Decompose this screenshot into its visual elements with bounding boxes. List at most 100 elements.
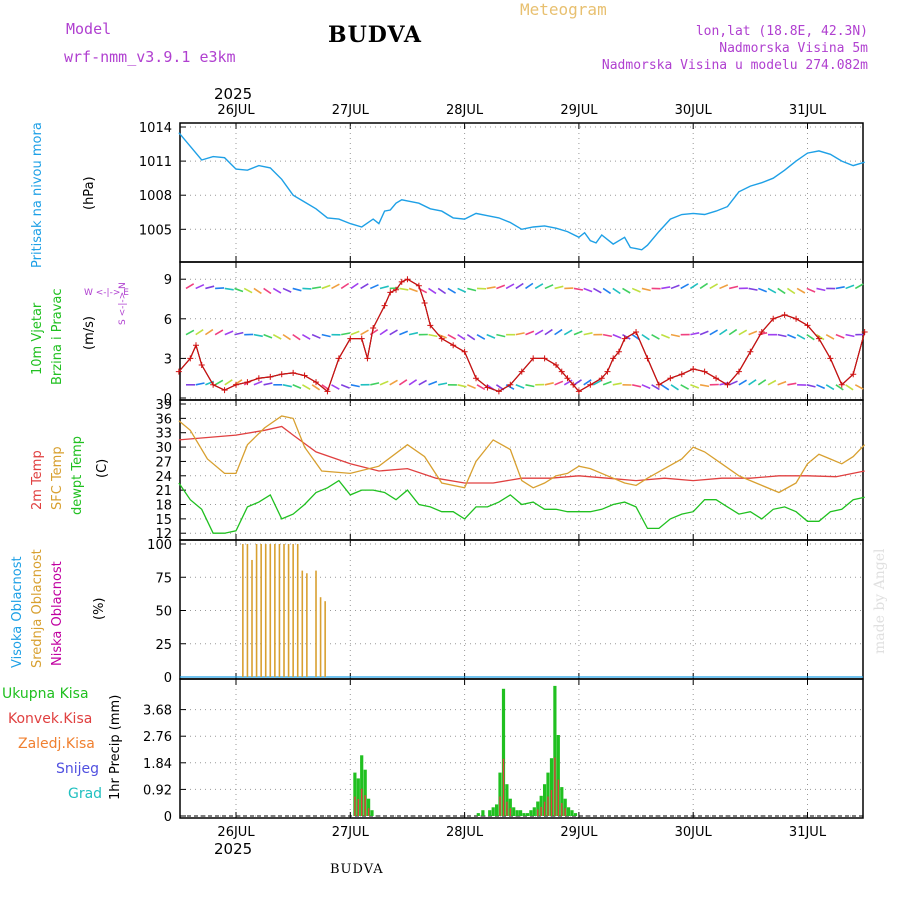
wind-arrow <box>369 329 379 336</box>
wind-arrow <box>825 384 835 391</box>
precip-bar <box>573 813 578 816</box>
wind-marker <box>192 342 199 349</box>
wind-arrow <box>428 333 438 338</box>
wind-marker <box>255 375 262 382</box>
y-tick-label: 0 <box>164 392 172 407</box>
conv-precip-bar <box>537 809 539 816</box>
wind-arrow <box>748 287 758 291</box>
y-tick-label: 0 <box>164 810 172 825</box>
wind-arrow <box>428 380 438 386</box>
wind-arrow <box>476 333 486 340</box>
wind-arrow <box>632 384 642 388</box>
conv-precip-bar <box>561 803 563 816</box>
wind-arrow <box>728 380 738 386</box>
wind-arrow <box>796 287 806 294</box>
wind-marker <box>495 388 502 395</box>
wind-arrow <box>292 384 302 389</box>
wind-marker <box>233 381 239 388</box>
wind-marker <box>804 322 811 329</box>
wind-marker <box>438 335 445 342</box>
y-tick-label: 27 <box>155 455 172 470</box>
wind-arrow <box>389 329 398 336</box>
wind-arrow <box>835 286 845 290</box>
precip-bar <box>519 810 523 816</box>
conv-precip-bar <box>557 779 559 816</box>
y-tick-label: 100 <box>147 538 172 553</box>
wind-arrow <box>195 329 204 336</box>
y-tick-label: 30 <box>155 441 172 456</box>
wind-marker <box>301 372 308 379</box>
wind-arrow <box>496 333 506 338</box>
wind-arrow <box>214 379 224 386</box>
wind-arrow <box>602 333 613 338</box>
wind-arrow <box>263 382 273 386</box>
wind-marker <box>198 362 205 368</box>
model-label: Model <box>66 20 112 38</box>
wind-arrow <box>253 287 262 295</box>
wind-arrow <box>505 283 515 290</box>
wind-arrow <box>690 384 700 389</box>
wind-arrow <box>399 330 409 336</box>
wind-arrow <box>661 286 671 290</box>
temp2m-line <box>178 425 865 484</box>
wind-arrow <box>563 329 573 336</box>
wind-arrow <box>767 379 777 386</box>
day-label-top: 29JUL <box>560 103 598 118</box>
wind-arrow <box>622 333 631 340</box>
wind-arrow <box>379 285 389 290</box>
y-tick-label: 0.92 <box>143 783 172 798</box>
conv-precip-bar <box>354 796 356 816</box>
wind-marker <box>735 368 742 375</box>
wind-arrow <box>496 284 506 290</box>
conv-precip-bar <box>547 796 549 816</box>
wind-arrow <box>437 333 447 339</box>
wind-arrow <box>389 379 398 386</box>
day-label-bottom: 28JUL <box>446 825 484 840</box>
wind-arrow <box>438 382 448 386</box>
y-tick-label: 18 <box>155 499 172 514</box>
wind-marker <box>724 381 731 388</box>
y-tick-label: 39 <box>155 398 172 413</box>
conv-precip-bar <box>509 808 511 816</box>
wind-arrow <box>205 285 215 290</box>
wind-marker <box>450 342 457 349</box>
wind-marker <box>541 355 548 362</box>
wind-arrow <box>758 332 768 336</box>
wind-arrow <box>680 283 689 290</box>
legend-grad: Grad <box>68 786 103 802</box>
panel-frame <box>179 122 864 263</box>
y-tick-label: 50 <box>155 605 172 620</box>
wind-marker <box>210 381 217 388</box>
wind-arrow <box>311 333 321 339</box>
precip-bar <box>539 795 543 816</box>
wind-arrow <box>777 380 787 386</box>
pressure-line <box>178 132 865 251</box>
wind-arrow <box>738 329 748 336</box>
wind-marker <box>347 335 354 342</box>
wind-arrow <box>748 330 758 336</box>
wind-arrow <box>515 332 525 336</box>
wind-arrow <box>816 333 825 341</box>
y-tick-label: 33 <box>155 427 172 442</box>
wind-arrow <box>680 384 689 390</box>
wind-arrow <box>612 333 622 339</box>
panel-frame <box>179 678 864 819</box>
wind-arrow <box>534 283 544 290</box>
day-label-bottom: 26JUL <box>217 825 255 840</box>
precip-bar <box>367 798 371 816</box>
wind-marker <box>827 355 834 362</box>
wind-arrow <box>709 329 718 336</box>
wind-arrow <box>224 287 234 291</box>
wind-arrow <box>224 330 234 336</box>
conv-precip-bar <box>364 795 366 816</box>
wind-marker <box>633 329 640 335</box>
wind-arrow <box>408 331 419 336</box>
wind-marker <box>621 335 628 342</box>
wind-arrow <box>350 282 359 290</box>
wind-arrow <box>350 330 360 336</box>
wind-arrow <box>544 382 554 386</box>
wind-arrow <box>631 287 641 293</box>
wind-marker <box>713 375 720 382</box>
wind-arrow <box>563 379 573 386</box>
